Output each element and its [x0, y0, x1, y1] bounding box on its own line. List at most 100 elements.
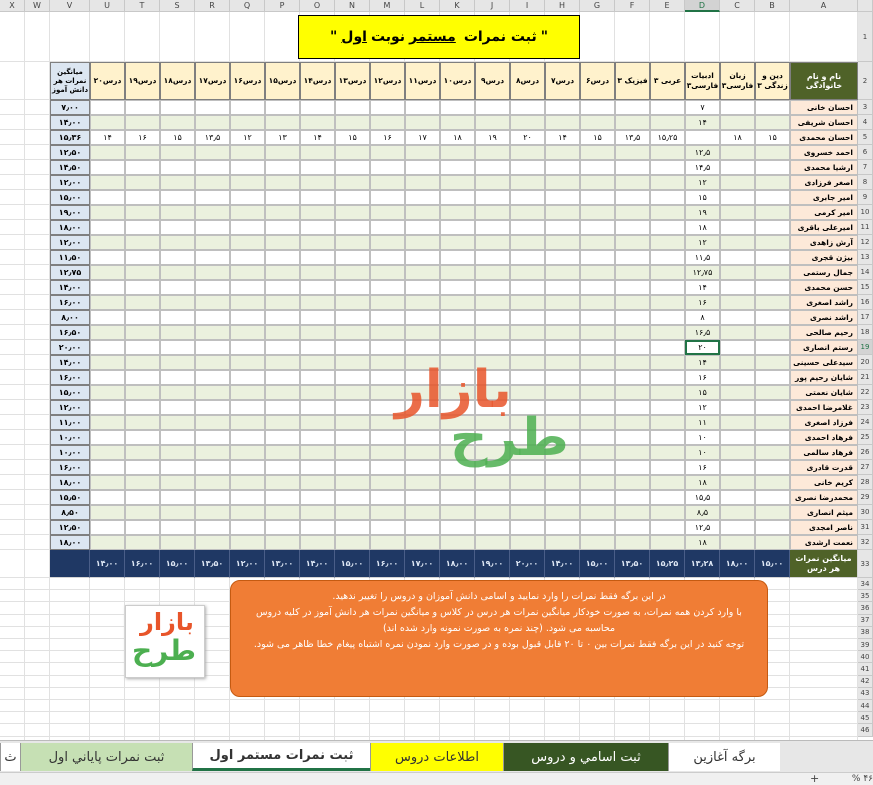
empty-grade-cell[interactable] [580, 520, 615, 535]
empty-grade-cell[interactable] [545, 385, 580, 400]
empty-grade-cell[interactable] [160, 115, 195, 130]
empty-grade-cell[interactable] [125, 220, 160, 235]
empty-grade-cell[interactable] [650, 400, 685, 415]
empty-grade-cell[interactable] [510, 160, 545, 175]
empty-grade-cell[interactable] [265, 355, 300, 370]
empty-grade-cell[interactable] [615, 115, 650, 130]
empty-grade-cell[interactable] [90, 250, 125, 265]
empty-grade-cell[interactable] [545, 205, 580, 220]
grade-cell[interactable]: ۱۵ [335, 130, 370, 145]
empty-grade-cell[interactable] [615, 175, 650, 190]
empty-grade-cell[interactable] [300, 145, 335, 160]
empty-grade-cell[interactable] [615, 430, 650, 445]
empty-grade-cell[interactable] [230, 415, 265, 430]
empty-grade-cell[interactable] [160, 415, 195, 430]
empty-grade-cell[interactable] [615, 505, 650, 520]
empty-grade-cell[interactable] [580, 535, 615, 550]
empty-grade-cell[interactable] [475, 220, 510, 235]
empty-grade-cell[interactable] [405, 265, 440, 280]
grade-cell[interactable]: ۱۸ [685, 475, 720, 490]
empty-grade-cell[interactable] [440, 220, 475, 235]
empty-grade-cell[interactable] [440, 145, 475, 160]
empty-grade-cell[interactable] [335, 490, 370, 505]
empty-grade-cell[interactable] [195, 115, 230, 130]
empty-grade-cell[interactable] [195, 175, 230, 190]
empty-grade-cell[interactable] [230, 520, 265, 535]
empty-grade-cell[interactable] [90, 535, 125, 550]
empty-grade-cell[interactable] [755, 535, 790, 550]
empty-grade-cell[interactable] [230, 250, 265, 265]
empty-grade-cell[interactable] [370, 475, 405, 490]
empty-grade-cell[interactable] [615, 190, 650, 205]
empty-grade-cell[interactable] [335, 445, 370, 460]
empty-grade-cell[interactable] [370, 400, 405, 415]
empty-grade-cell[interactable] [615, 415, 650, 430]
empty-grade-cell[interactable] [195, 475, 230, 490]
empty-grade-cell[interactable] [230, 430, 265, 445]
empty-grade-cell[interactable] [545, 355, 580, 370]
empty-grade-cell[interactable] [300, 430, 335, 445]
empty-grade-cell[interactable] [510, 475, 545, 490]
empty-grade-cell[interactable] [755, 370, 790, 385]
empty-grade-cell[interactable] [755, 220, 790, 235]
empty-grade-cell[interactable] [370, 205, 405, 220]
empty-grade-cell[interactable] [90, 310, 125, 325]
empty-grade-cell[interactable] [720, 145, 755, 160]
empty-grade-cell[interactable] [650, 325, 685, 340]
empty-grade-cell[interactable] [510, 490, 545, 505]
grade-cell[interactable]: ۱۲ [685, 235, 720, 250]
empty-grade-cell[interactable] [335, 325, 370, 340]
empty-grade-cell[interactable] [160, 250, 195, 265]
empty-grade-cell[interactable] [510, 295, 545, 310]
empty-grade-cell[interactable] [545, 220, 580, 235]
empty-grade-cell[interactable] [160, 175, 195, 190]
empty-grade-cell[interactable] [545, 310, 580, 325]
empty-grade-cell[interactable] [160, 325, 195, 340]
empty-grade-cell[interactable] [545, 250, 580, 265]
empty-grade-cell[interactable] [545, 265, 580, 280]
empty-grade-cell[interactable] [580, 370, 615, 385]
empty-grade-cell[interactable] [90, 505, 125, 520]
empty-grade-cell[interactable] [475, 535, 510, 550]
grade-cell[interactable]: ۱۸ [720, 130, 755, 145]
empty-grade-cell[interactable] [405, 415, 440, 430]
empty-grade-cell[interactable] [195, 385, 230, 400]
empty-grade-cell[interactable] [335, 145, 370, 160]
empty-grade-cell[interactable] [720, 385, 755, 400]
empty-grade-cell[interactable] [300, 100, 335, 115]
empty-grade-cell[interactable] [720, 490, 755, 505]
empty-grade-cell[interactable] [335, 460, 370, 475]
empty-grade-cell[interactable] [230, 340, 265, 355]
empty-grade-cell[interactable] [510, 505, 545, 520]
empty-grade-cell[interactable] [160, 280, 195, 295]
empty-grade-cell[interactable] [440, 295, 475, 310]
empty-grade-cell[interactable] [650, 250, 685, 265]
empty-grade-cell[interactable] [370, 490, 405, 505]
empty-grade-cell[interactable] [335, 340, 370, 355]
empty-grade-cell[interactable] [440, 370, 475, 385]
empty-grade-cell[interactable] [580, 325, 615, 340]
empty-grade-cell[interactable] [160, 385, 195, 400]
empty-grade-cell[interactable] [580, 340, 615, 355]
empty-grade-cell[interactable] [755, 250, 790, 265]
empty-grade-cell[interactable] [545, 505, 580, 520]
empty-grade-cell[interactable] [650, 355, 685, 370]
empty-grade-cell[interactable] [650, 475, 685, 490]
empty-grade-cell[interactable] [300, 160, 335, 175]
empty-grade-cell[interactable] [720, 310, 755, 325]
empty-grade-cell[interactable] [720, 265, 755, 280]
empty-grade-cell[interactable] [160, 340, 195, 355]
empty-grade-cell[interactable] [265, 250, 300, 265]
empty-grade-cell[interactable] [335, 175, 370, 190]
empty-grade-cell[interactable] [265, 325, 300, 340]
empty-grade-cell[interactable] [405, 355, 440, 370]
grade-cell[interactable]: ۱۵٫۲۵ [650, 130, 685, 145]
empty-grade-cell[interactable] [580, 505, 615, 520]
empty-grade-cell[interactable] [230, 385, 265, 400]
grade-cell[interactable]: ۱۳٫۵ [195, 130, 230, 145]
empty-grade-cell[interactable] [545, 520, 580, 535]
empty-grade-cell[interactable] [300, 340, 335, 355]
empty-grade-cell[interactable] [405, 310, 440, 325]
empty-grade-cell[interactable] [510, 400, 545, 415]
empty-grade-cell[interactable] [405, 295, 440, 310]
